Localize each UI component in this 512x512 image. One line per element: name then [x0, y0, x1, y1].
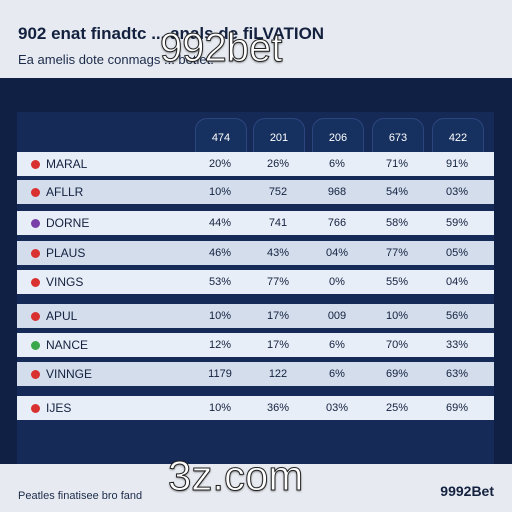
table-cell: 10% — [385, 310, 409, 322]
table-cell: 36% — [266, 402, 290, 414]
column-headers: 474 201 206 673 422 — [17, 112, 494, 157]
table-row: NANCE 12% 17% 6% 70% 33% — [17, 333, 494, 357]
brand-logo-text: 9992Bet — [440, 483, 494, 499]
table-row: DORNE 44% 741 766 58% 59% — [17, 211, 494, 235]
column-header: 201 — [253, 118, 305, 157]
table-row: VINGS 53% 77% 0% 55% 04% — [17, 270, 494, 294]
row-marker-icon — [31, 341, 40, 350]
row-label-text: PLAUS — [46, 246, 86, 260]
table-row: PLAUS 46% 43% 04% 77% 05% — [17, 241, 494, 265]
table-cell: 71% — [385, 158, 409, 170]
table-cell: 26% — [266, 158, 290, 170]
table-row: AFLLR 10% 752 968 54% 03% — [17, 180, 494, 204]
column-header: 474 — [195, 118, 247, 157]
table-cell: 741 — [268, 217, 288, 229]
column-header: 673 — [372, 118, 424, 157]
watermark-bottom: 3z.com — [167, 452, 304, 500]
table-row: MARAL 20% 26% 6% 71% 91% — [17, 152, 494, 176]
table-cell: 46% — [208, 247, 232, 259]
table-cell: 77% — [266, 276, 290, 288]
row-marker-icon — [31, 188, 40, 197]
row-label-text: AFLLR — [46, 185, 84, 199]
table-cell: 53% — [208, 276, 232, 288]
row-marker-icon — [31, 160, 40, 169]
table-cell: 44% — [208, 217, 232, 229]
table-cell: 0% — [329, 276, 345, 288]
header-band — [0, 0, 512, 78]
table-cell: 77% — [385, 247, 409, 259]
row-label-text: DORNE — [46, 216, 90, 230]
row-label: MARAL — [31, 152, 87, 176]
table-cell: 10% — [208, 402, 232, 414]
row-label-text: IJES — [46, 401, 72, 415]
row-label: AFLLR — [31, 180, 83, 204]
row-label: APUL — [31, 304, 77, 328]
table-cell: 766 — [327, 217, 347, 229]
table-cell: 20% — [208, 158, 232, 170]
row-label-text: MARAL — [46, 157, 88, 171]
table-cell: 6% — [329, 339, 345, 351]
footer-note: Peatles finatisee bro fand — [18, 490, 143, 502]
page-subtitle: Ea amelis dote conmags ... betlet. — [18, 52, 214, 67]
table-cell: 33% — [445, 339, 469, 351]
row-label-text: NANCE — [46, 338, 89, 352]
row-marker-icon — [31, 404, 40, 413]
table-cell: 6% — [329, 368, 345, 380]
row-label-text: APUL — [46, 309, 78, 323]
table-cell: 05% — [445, 247, 469, 259]
table-cell: 91% — [445, 158, 469, 170]
table-cell: 04% — [325, 247, 349, 259]
table-cell: 56% — [445, 310, 469, 322]
footer-band — [0, 464, 512, 512]
table-cell: 43% — [266, 247, 290, 259]
table-cell: 59% — [445, 217, 469, 229]
table-cell: 1179 — [208, 368, 232, 380]
row-marker-icon — [31, 370, 40, 379]
row-marker-icon — [31, 278, 40, 287]
row-marker-icon — [31, 219, 40, 228]
table-cell: 17% — [266, 310, 290, 322]
column-header: 206 — [312, 118, 364, 157]
table-cell: 12% — [208, 339, 232, 351]
table-cell: 58% — [385, 217, 409, 229]
table-cell: 122 — [268, 368, 288, 380]
table-row: IJES 10% 36% 03% 25% 69% — [17, 396, 494, 420]
row-label: VINGS — [31, 270, 83, 294]
table-cell: 6% — [329, 158, 345, 170]
table-row: VINNGE 1179 122 6% 69% 63% — [17, 362, 494, 386]
row-label: PLAUS — [31, 241, 85, 265]
row-marker-icon — [31, 312, 40, 321]
table-cell: 03% — [325, 402, 349, 414]
row-label-text: VINNGE — [46, 367, 93, 381]
table-cell: 10% — [208, 186, 232, 198]
table-cell: 03% — [445, 186, 469, 198]
table-cell: 04% — [445, 276, 469, 288]
table-cell: 69% — [385, 368, 409, 380]
table-cell: 25% — [385, 402, 409, 414]
table-cell: 54% — [385, 186, 409, 198]
table-cell: 70% — [385, 339, 409, 351]
data-table: 474 201 206 673 422 MARAL 20% 26% 6% 71% 91% AFLLR… — [17, 112, 494, 464]
table-cell: 55% — [385, 276, 409, 288]
watermark-top: 992bet — [159, 26, 283, 71]
table-cell: 69% — [445, 402, 469, 414]
table-cell: 63% — [445, 368, 469, 380]
table-cell: 968 — [327, 186, 347, 198]
table-cell: 009 — [327, 310, 347, 322]
table-cell: 10% — [208, 310, 232, 322]
row-label: VINNGE — [31, 362, 92, 386]
table-cell: 17% — [266, 339, 290, 351]
column-header: 422 — [432, 118, 484, 157]
row-marker-icon — [31, 249, 40, 258]
table-row: APUL 10% 17% 009 10% 56% — [17, 304, 494, 328]
row-label-text: VINGS — [46, 275, 84, 289]
row-label: NANCE — [31, 333, 88, 357]
row-label: IJES — [31, 396, 71, 420]
table-cell: 752 — [268, 186, 288, 198]
page-title: 902 enat finadtc ... anals de fiLVATION — [18, 24, 325, 43]
row-label: DORNE — [31, 211, 89, 235]
